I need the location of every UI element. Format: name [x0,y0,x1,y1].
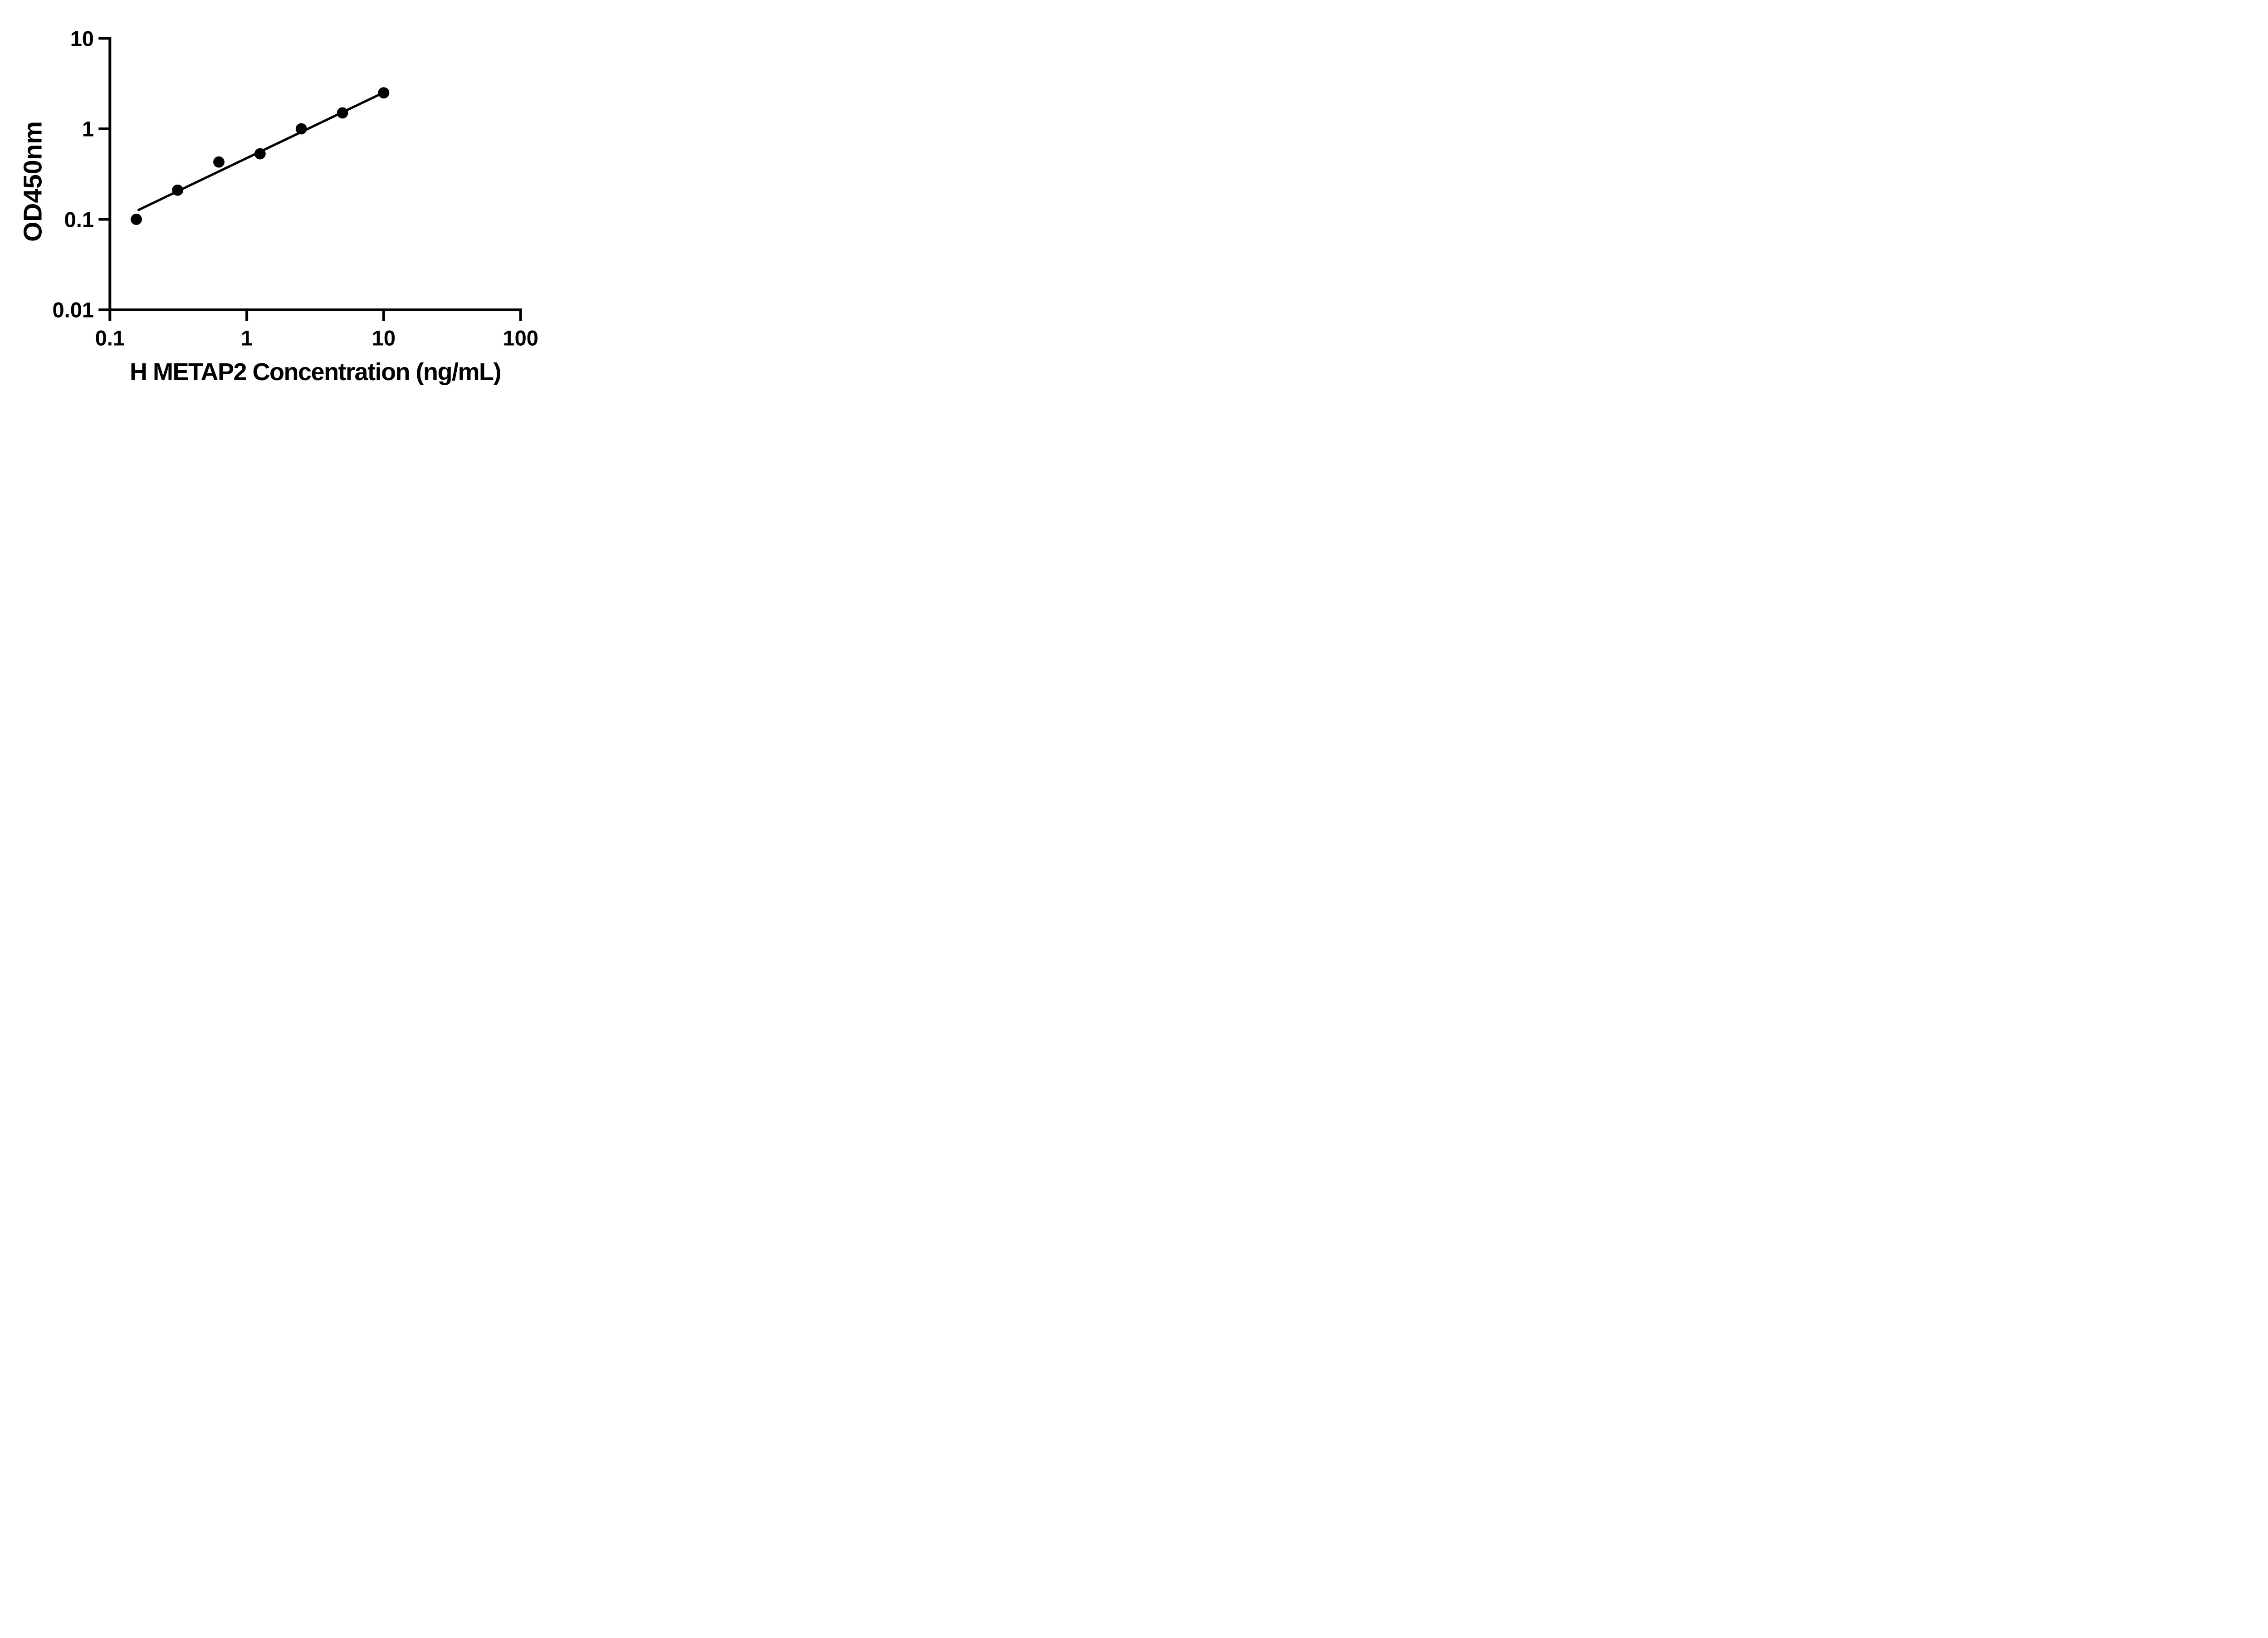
y-tick-label-1: 1 [82,117,94,141]
data-point [131,214,142,225]
y-tick-label-0.01: 0.01 [52,298,94,322]
x-axis-title: H METAP2 Concentration (ng/mL) [130,358,501,386]
data-point [254,148,266,160]
data-point [378,87,390,99]
x-tick-label-0.1: 0.1 [95,326,125,350]
data-point [295,123,307,135]
data-point [172,184,184,196]
chart-canvas [98,37,522,321]
y-tick-label-10: 10 [70,26,94,50]
y-axis-title: OD450nm [18,121,48,242]
data-point [213,156,225,168]
y-tick-label-0.1: 0.1 [64,207,94,231]
page: { "colors": { "foreground": "#000000", "… [0,0,579,410]
x-tick-label-1: 1 [241,326,253,350]
x-tick-label-10: 10 [371,326,396,350]
data-point [337,107,348,119]
elisa-standard-curve-figure: 10 1 0.1 0.01 0.1 1 10 100 OD450nm H MET… [0,0,579,410]
x-tick-label-100: 100 [503,326,538,350]
